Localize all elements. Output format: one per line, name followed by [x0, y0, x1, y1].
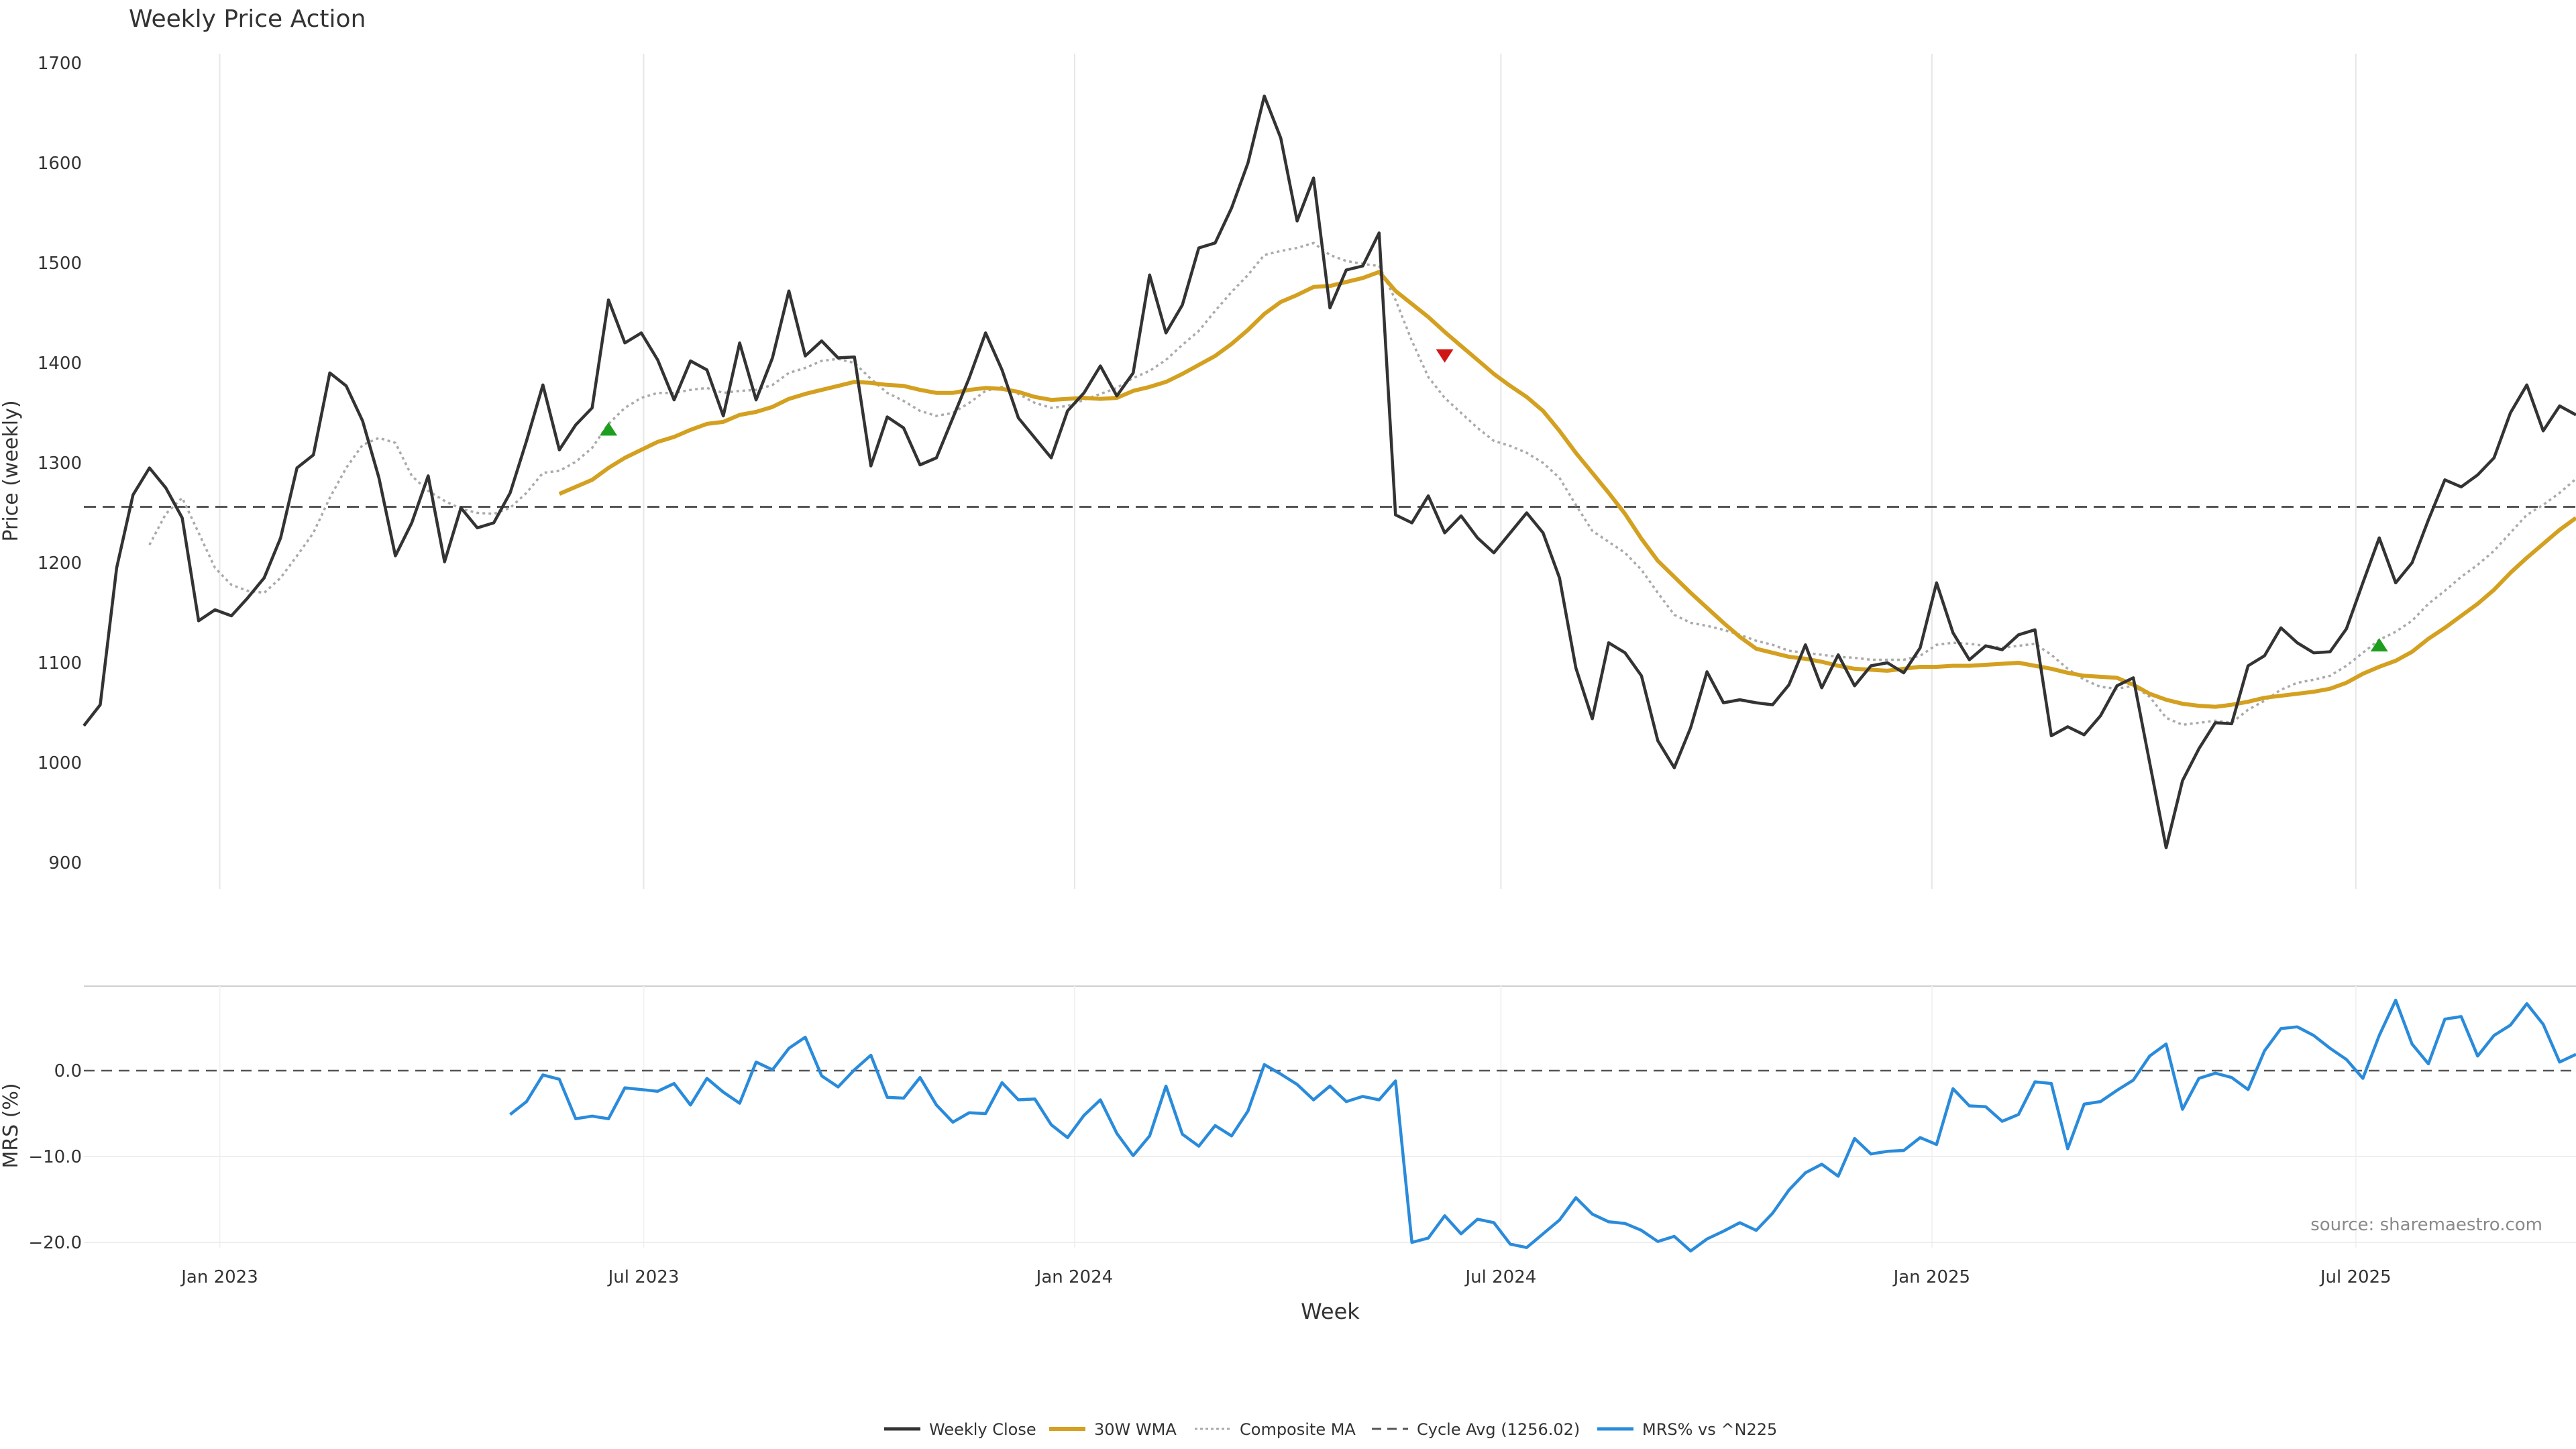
mrs-y-axis-label: MRS (%): [0, 1083, 23, 1168]
price-y-tick-label: 1400: [38, 354, 82, 374]
price-y-tick-label: 1500: [38, 254, 82, 274]
price-y-tick-label: 1700: [38, 54, 82, 74]
mrs-y-tick-label: −10.0: [28, 1147, 82, 1167]
price-y-tick-label: 1600: [38, 154, 82, 174]
price-y-tick-label: 900: [48, 853, 82, 873]
price-y-tick-label: 1100: [38, 653, 82, 674]
signal-markers: [600, 349, 2388, 652]
legend-item-weekly-close: Weekly Close: [884, 1420, 1036, 1439]
legend-item-cycle: Cycle Avg (1256.02): [1372, 1420, 1580, 1439]
x-tick-label: Jan 2023: [180, 1267, 258, 1287]
legend-label-cycle: Cycle Avg (1256.02): [1417, 1420, 1580, 1439]
mrs-line: [509, 998, 2576, 1253]
legend-item-wma: 30W WMA: [1049, 1420, 1177, 1439]
price-y-tick-label: 1200: [38, 553, 82, 574]
x-axis-label: Week: [1301, 1299, 1360, 1324]
mrs-y-tick-label: 0.0: [54, 1061, 82, 1081]
price-y-axis-label: Price (weekly): [0, 400, 23, 541]
mrs-grid: [84, 986, 2576, 1248]
legend-item-mrs: MRS% vs ^N225: [1597, 1420, 1777, 1439]
sell-signal-marker: [1436, 349, 1454, 363]
buy-signal-marker: [2370, 638, 2388, 652]
legend-label-mrs: MRS% vs ^N225: [1642, 1420, 1777, 1439]
legend-label-composite: Composite MA: [1240, 1420, 1356, 1439]
buy-signal-marker: [600, 422, 618, 436]
x-tick-label: Jan 2024: [1035, 1267, 1114, 1287]
x-tick-label: Jul 2023: [607, 1267, 680, 1287]
x-axis: Jan 2023 Jul 2023 Jan 2024 Jul 2024 Jan 2025…: [180, 1267, 2391, 1287]
price-panel: 900 1000 1100 1200 1300 1400 1500 1600 1700 Week…: [0, 5, 2576, 889]
weekly-close-line: [83, 94, 2576, 849]
wma-30w-line: [558, 270, 2576, 709]
x-tick-label: Jan 2025: [1892, 1267, 1971, 1287]
price-y-axis: 900 1000 1100 1200 1300 1400 1500 1600 1700: [38, 54, 82, 873]
source-note: source: sharemaestro.com: [2310, 1215, 2542, 1235]
legend-label-wma: 30W WMA: [1094, 1420, 1177, 1439]
price-grid: [219, 54, 2357, 889]
x-tick-label: Jul 2025: [2319, 1267, 2392, 1287]
legend-label-weekly-close: Weekly Close: [929, 1420, 1036, 1439]
mrs-panel: −20.0 −10.0 0.0 MRS (%) source: sharemaest…: [0, 985, 2576, 1324]
mrs-y-tick-label: −20.0: [28, 1233, 82, 1253]
price-y-tick-label: 1300: [38, 453, 82, 474]
mrs-y-axis: −20.0 −10.0 0.0: [28, 1061, 82, 1253]
price-y-tick-label: 1000: [38, 753, 82, 773]
legend: Weekly Close 30W WMA Composite MA Cycle …: [884, 1420, 1777, 1439]
x-tick-label: Jul 2024: [1464, 1267, 1536, 1287]
chart-title: Weekly Price Action: [129, 5, 366, 33]
legend-item-composite: Composite MA: [1195, 1420, 1356, 1439]
